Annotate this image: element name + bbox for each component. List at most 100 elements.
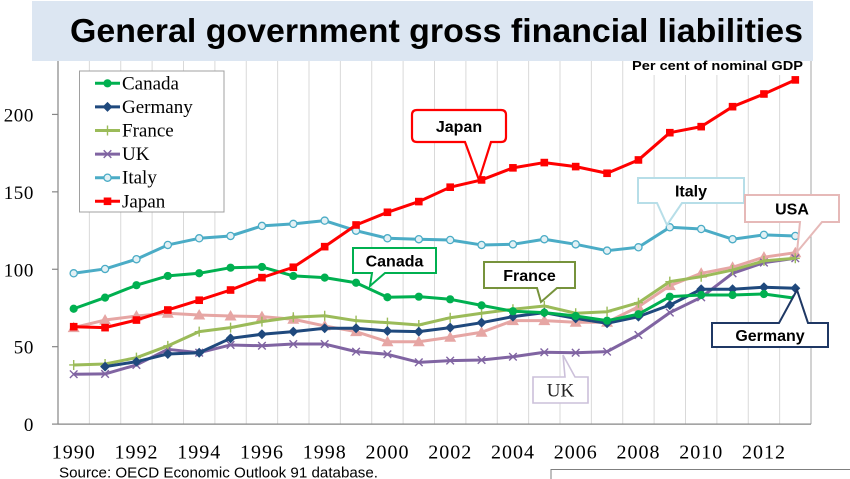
callout-box-uk (532, 354, 589, 404)
data-point-france-2000 (382, 317, 392, 328)
legend-box (79, 70, 225, 213)
data-point-italy-2008 (634, 243, 643, 252)
x-tick-label: 2008 (616, 442, 660, 464)
data-point-france-1990 (69, 359, 79, 370)
x-tick-label: 2004 (491, 442, 535, 464)
legend-label: Germany (122, 97, 193, 118)
callout-box-france (482, 261, 576, 304)
callout-label-canada: Canada (366, 254, 424, 271)
data-point-uk-2009 (665, 308, 675, 317)
data-point-germany-2012 (758, 282, 769, 293)
data-point-france-2003 (477, 308, 487, 319)
callout-label-italy: Italy (675, 184, 707, 201)
callout-uk: UK (532, 354, 589, 404)
legend-item-japan: Japan (95, 191, 166, 212)
data-point-japan-2009 (666, 128, 674, 137)
data-point-usa-1994 (193, 308, 206, 320)
legend-label: France (122, 121, 174, 142)
data-point-uk-1996 (257, 341, 267, 351)
data-point-italy-2001 (414, 234, 424, 244)
callout-label-uk: UK (547, 381, 575, 402)
data-point-canada-1992 (132, 281, 141, 290)
data-point-italy-1994 (194, 234, 204, 243)
data-point-uk-2004 (508, 352, 518, 362)
data-point-canada-1990 (69, 304, 78, 313)
data-point-germany-1994 (194, 347, 205, 358)
data-point-japan-1993 (164, 306, 172, 314)
callout-label-france: France (503, 268, 556, 285)
data-point-canada-2012 (759, 289, 769, 299)
legend-marker-france (103, 125, 112, 136)
data-point-uk-1991 (100, 369, 110, 379)
axes: 0 50 100 150 200 1990 1992 1994 1996 1998 2000 2002… (4, 37, 812, 464)
x-tick-label: 1998 (303, 442, 347, 464)
chart-title: General government gross financial liabi… (70, 12, 803, 49)
data-point-germany-1992 (131, 356, 142, 367)
data-point-canada-1999 (351, 278, 361, 287)
data-point-canada-1998 (320, 273, 329, 282)
callout-germany: Germany (711, 287, 829, 348)
legend-marker-japan (103, 197, 112, 206)
data-point-canada-1991 (100, 293, 110, 302)
data-point-canada-2010 (697, 290, 706, 300)
data-point-canada-2011 (728, 290, 737, 300)
data-point-germany-1996 (256, 329, 267, 340)
series-japan (69, 76, 800, 332)
data-point-germany-2000 (382, 326, 393, 337)
data-point-japan-1998 (320, 242, 329, 251)
data-point-uk-2006 (571, 348, 580, 358)
legend-label: Japan (122, 191, 166, 212)
source-note: Source: OECD Economic Outlook 91 databas… (59, 465, 378, 479)
data-point-italy-1992 (132, 254, 141, 264)
data-point-germany-1999 (351, 323, 362, 334)
legend-label: Italy (122, 168, 157, 189)
data-point-germany-2009 (664, 300, 675, 311)
data-point-japan-2003 (477, 176, 486, 184)
data-point-usa-2003 (475, 326, 488, 337)
callout-label-germany: Germany (735, 328, 804, 345)
data-point-italy-1993 (163, 240, 173, 250)
data-point-japan-2008 (634, 156, 643, 164)
data-point-uk-1998 (320, 339, 329, 349)
y-tick-label: 50 (14, 338, 34, 359)
data-point-germany-1991 (100, 361, 111, 372)
data-point-italy-1990 (69, 269, 78, 278)
legend-label: Canada (122, 73, 180, 94)
data-point-canada-2007 (602, 316, 612, 325)
data-point-canada-2006 (571, 311, 580, 321)
data-point-uk-2005 (540, 347, 549, 357)
data-point-uk-2001 (414, 358, 424, 367)
legend-item-germany: Germany (95, 97, 193, 118)
series-canada (69, 262, 800, 325)
data-point-germany-2002 (445, 322, 456, 333)
unit-note-background (628, 61, 809, 75)
data-point-japan-1994 (195, 296, 203, 305)
callout-box-japan (410, 108, 508, 184)
data-point-france-2002 (445, 312, 455, 323)
data-point-france-2011 (728, 265, 738, 276)
x-tick-label: 2000 (365, 442, 409, 464)
data-point-france-2013 (790, 253, 800, 264)
data-point-canada-2001 (414, 292, 423, 301)
callout-label-usa: USA (775, 202, 809, 219)
data-point-italy-1997 (289, 219, 298, 229)
data-point-japan-1992 (132, 316, 141, 324)
data-point-usa-1991 (99, 314, 112, 325)
data-point-japan-2013 (791, 76, 800, 84)
data-point-japan-2011 (728, 102, 737, 111)
data-point-italy-2006 (571, 240, 580, 249)
empty-note-box (550, 469, 850, 479)
callout-canada: Canada (352, 247, 437, 289)
data-point-germany-1997 (288, 326, 299, 337)
data-point-italy-2010 (696, 224, 706, 234)
legend-label: UK (122, 144, 150, 165)
x-tick-label: 2002 (428, 442, 472, 464)
data-point-uk-1990 (69, 369, 78, 379)
data-point-germany-2003 (476, 317, 487, 328)
data-point-france-2012 (759, 255, 769, 266)
data-point-france-2007 (602, 306, 612, 317)
data-point-canada-1995 (226, 263, 235, 272)
data-point-usa-2002 (444, 331, 457, 342)
data-point-canada-1993 (163, 271, 172, 281)
